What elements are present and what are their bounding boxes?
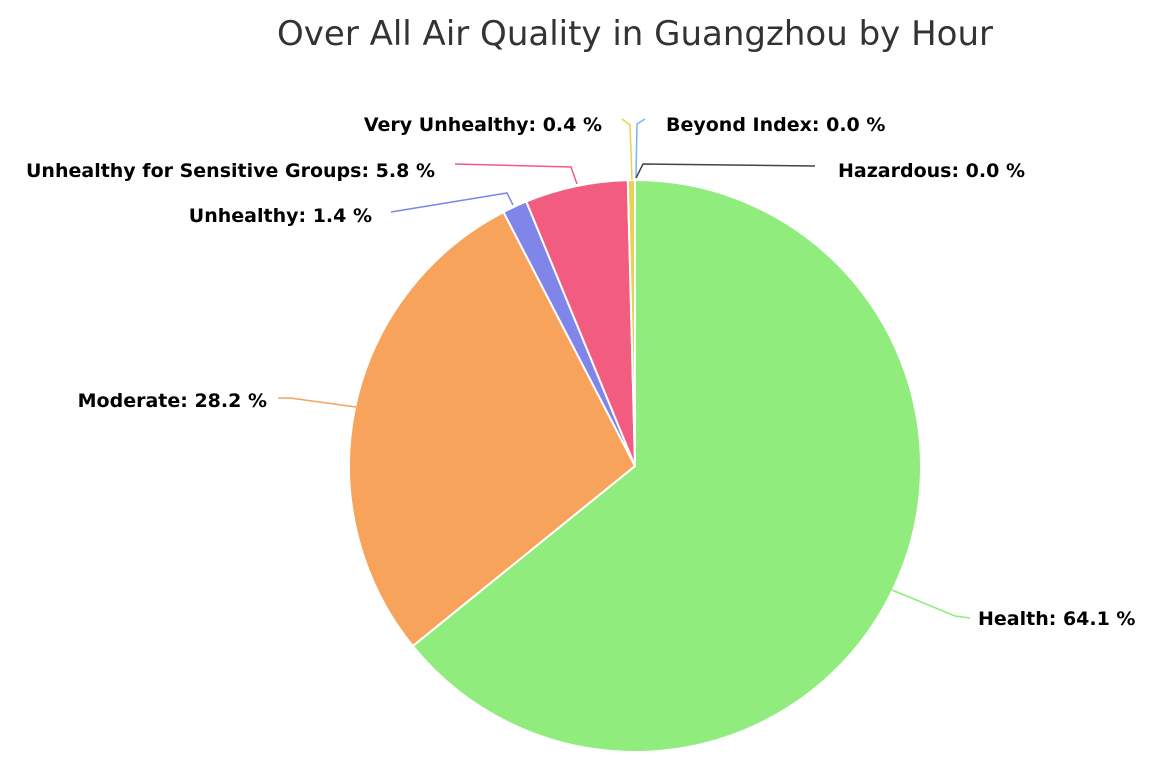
- chart-title: Over All Air Quality in Guangzhou by Hou…: [277, 14, 993, 54]
- data-label-very-unhealthy: Very Unhealthy: 0.4 %: [364, 114, 602, 136]
- data-label-unhealthy: Unhealthy: 1.4 %: [189, 205, 372, 227]
- data-label-unhealthy-for-sensitive-groups: Unhealthy for Sensitive Groups: 5.8 %: [26, 160, 435, 182]
- pie-slice-health[interactable]: [411, 179, 922, 753]
- data-label-health: Health: 64.1 %: [978, 608, 1135, 630]
- data-label-beyond-index: Beyond Index: 0.0 %: [666, 114, 885, 136]
- connector-beyond-index: [635, 118, 646, 179]
- connector-unhealthy: [390, 192, 514, 213]
- connector-health: [891, 589, 971, 619]
- connector-unhealthy-for-sensitive-groups: [454, 163, 578, 185]
- connector-hazardous: [635, 163, 816, 179]
- data-label-hazardous: Hazardous: 0.0 %: [838, 160, 1025, 182]
- data-label-moderate: Moderate: 28.2 %: [78, 390, 267, 412]
- connector-very-unhealthy: [621, 118, 633, 181]
- connector-moderate: [278, 397, 357, 408]
